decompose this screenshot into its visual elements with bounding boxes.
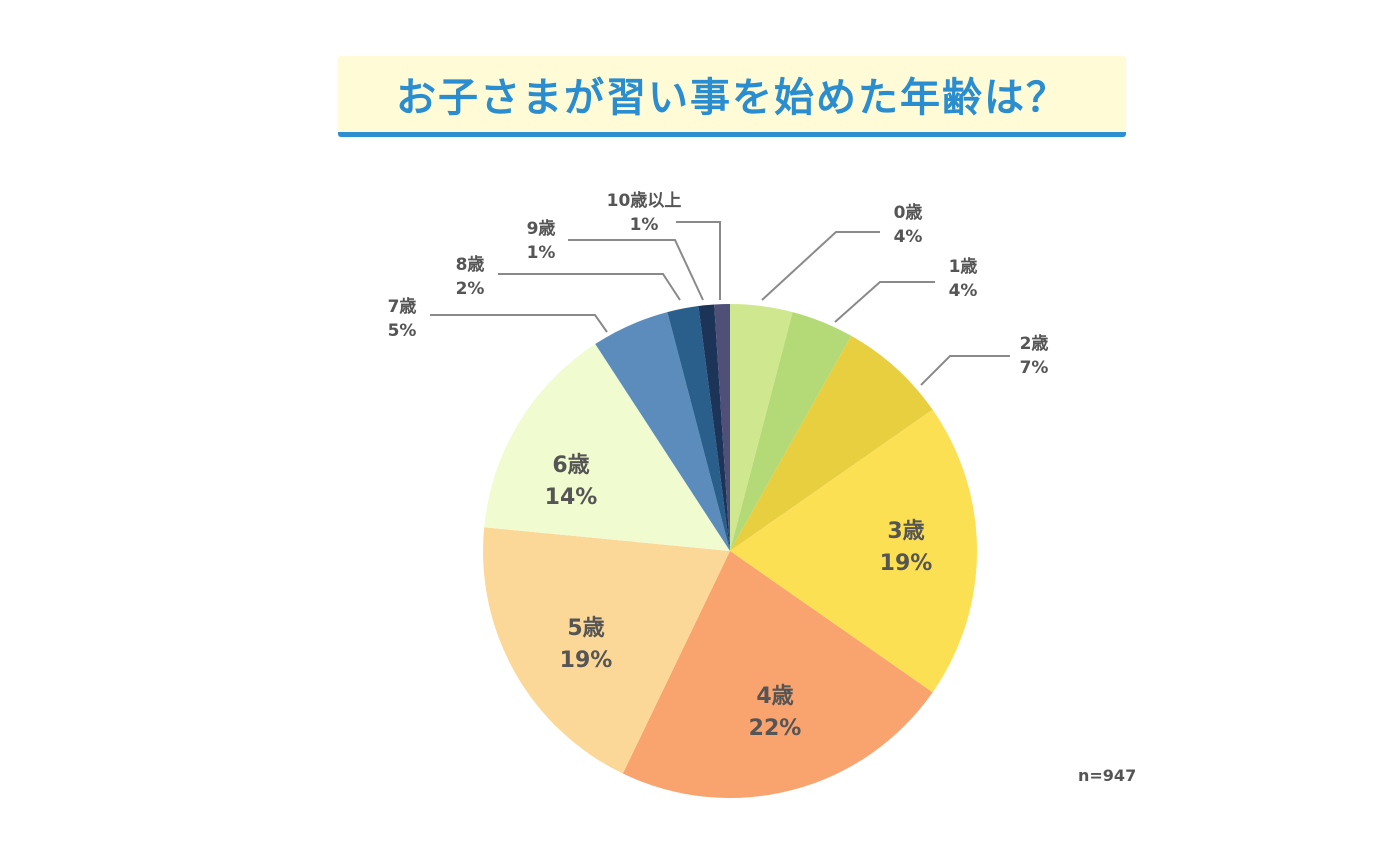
slice-label: 5歳 (567, 616, 604, 641)
pie-slice (730, 312, 852, 551)
slice-label: 4% (894, 227, 923, 247)
slice-label: 8歳 (456, 254, 485, 275)
slice-label: 4歳 (756, 684, 793, 709)
slice-label: 7% (1020, 358, 1049, 378)
slice-label: 4% (949, 281, 978, 301)
pie-slice (484, 343, 730, 551)
pie-slice (730, 409, 977, 693)
chart-title-banner: お子さまが習い事を始めた年齢は？ (338, 56, 1126, 137)
leader-lines (430, 221, 1010, 386)
pie-slice (667, 306, 730, 551)
chart-title: お子さまが習い事を始めた年齢は？ (396, 75, 1068, 121)
slice-label: 22% (749, 716, 802, 741)
slice-label: 2% (456, 279, 485, 299)
leader-line (761, 231, 880, 301)
slice-label: 1歳 (949, 256, 978, 277)
pie-slice (698, 304, 730, 551)
slice-label: 19% (560, 648, 613, 673)
pie-slice (730, 304, 793, 551)
slice-label: 14% (545, 485, 598, 510)
leader-line (430, 314, 608, 333)
pie-slice (595, 312, 730, 551)
slice-label: 1% (527, 243, 556, 263)
slice-label: 5% (388, 321, 417, 341)
slice-label: 1% (630, 215, 659, 235)
slice-label: 0歳 (894, 202, 923, 223)
leader-line (498, 273, 681, 301)
sample-size-label: n=947 (1078, 766, 1137, 785)
slice-label: 3歳 (887, 519, 924, 544)
leader-line (834, 281, 935, 323)
slice-label: 9歳 (527, 218, 556, 239)
pie-slices (483, 304, 977, 798)
leader-line (676, 221, 721, 300)
slice-label: 10歳以上 (607, 190, 682, 211)
pie-slice (730, 335, 933, 551)
slice-label: 7歳 (388, 296, 417, 317)
leader-line (568, 239, 704, 301)
slice-labels: 0歳 4% 1歳 4% 2歳 7% 3歳 19% 4歳 22% 5歳 19% 6歳 14% 7歳 5% 8歳 2%… (388, 190, 1049, 741)
leader-line (920, 355, 1010, 386)
pie-slice (483, 527, 730, 774)
slice-label: 19% (880, 551, 933, 576)
slice-label: 2歳 (1020, 333, 1049, 354)
slice-label: 6歳 (552, 453, 589, 478)
pie-slice (622, 551, 933, 798)
pie-slice (714, 304, 730, 551)
